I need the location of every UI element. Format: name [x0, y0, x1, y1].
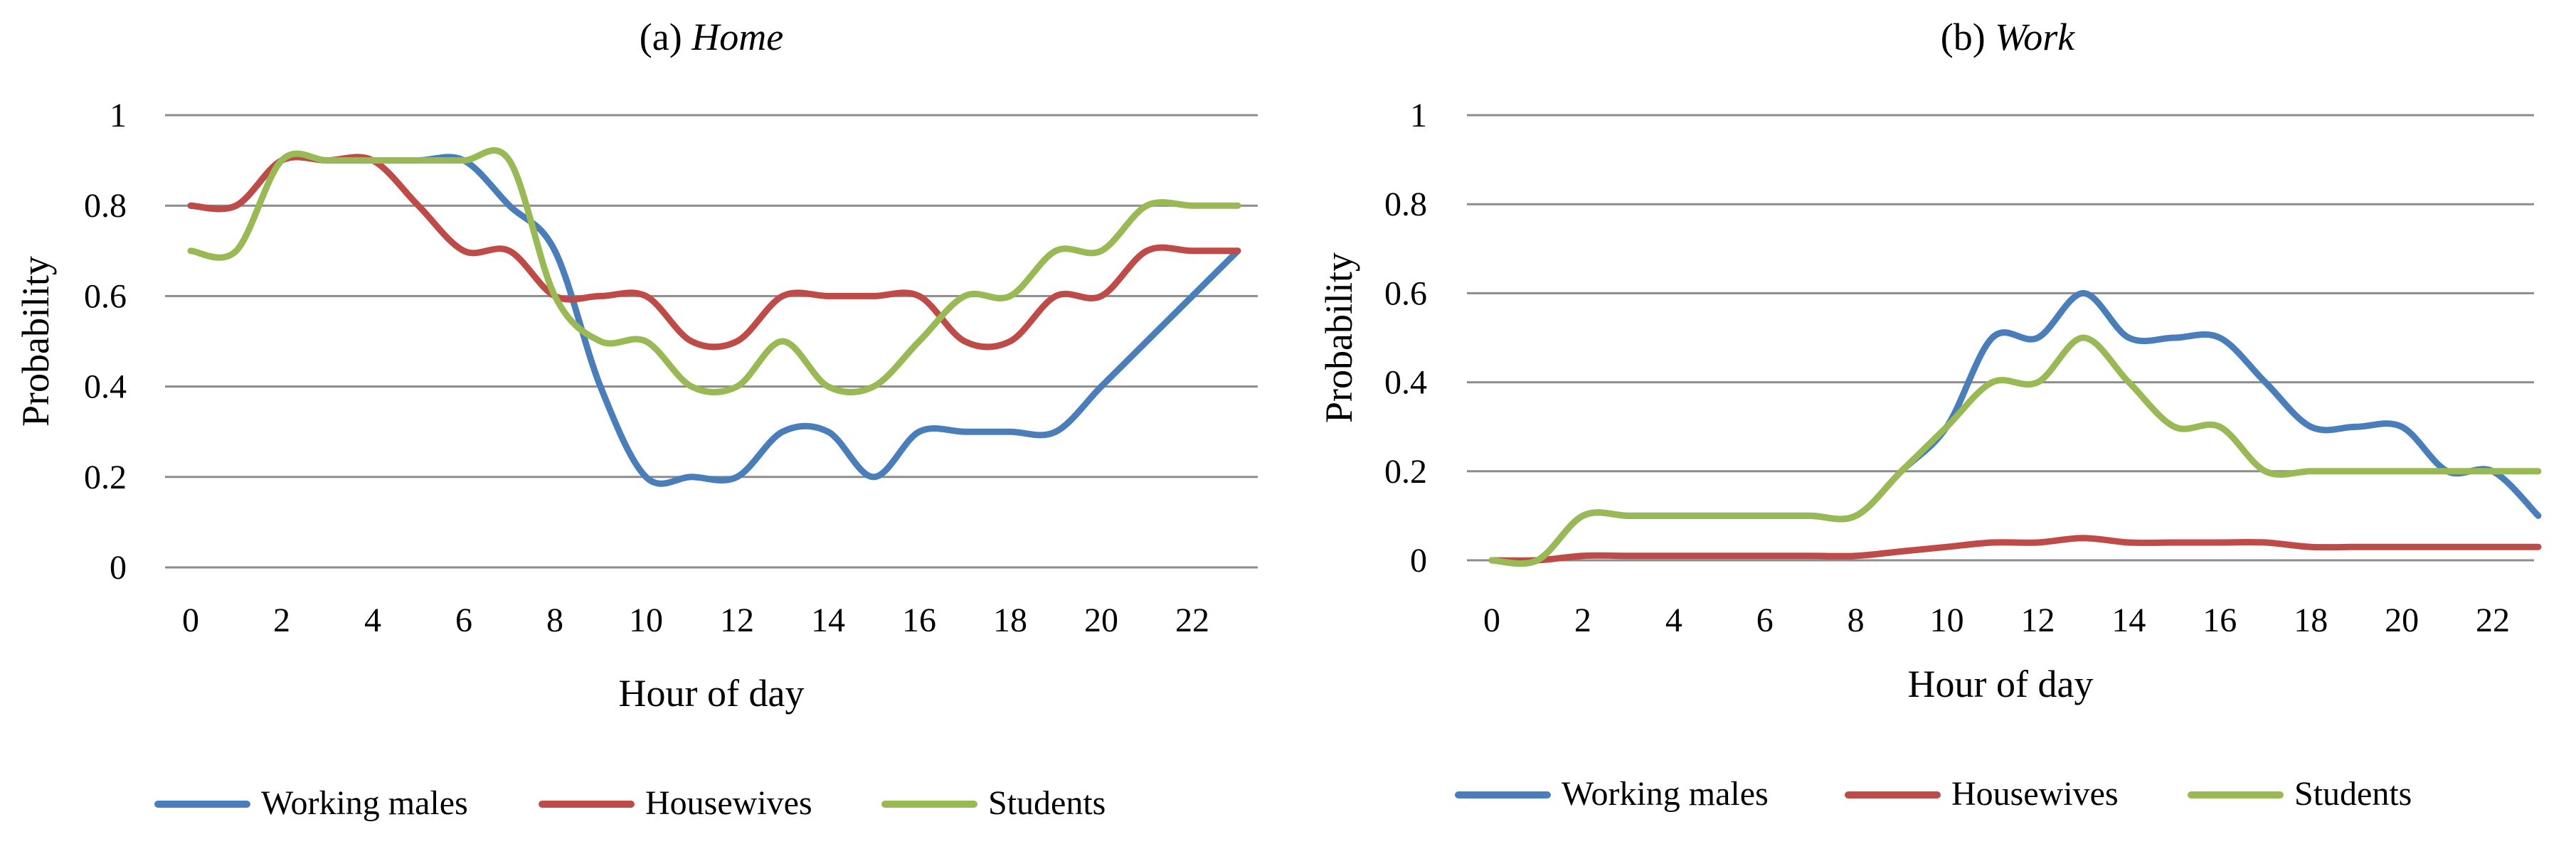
home-x-tick-label: 22	[1175, 602, 1209, 639]
work-y-axis-label: Probability	[1318, 252, 1360, 423]
work-y-tick-label: 0.8	[1384, 186, 1427, 223]
home-legend: Working males Housewives Students	[154, 784, 1106, 822]
work-chart-title-main: Work	[1995, 16, 2075, 58]
home-chart-title: (a) Home	[640, 16, 783, 58]
work-x-tick-label: 14	[2111, 602, 2146, 639]
home-x-tick-label: 6	[455, 602, 472, 639]
home-y-tick-label: 0.4	[84, 368, 127, 406]
work-legend-label-working-males: Working males	[1562, 775, 1769, 813]
home-x-tick-label: 4	[364, 602, 381, 639]
home-y-tick-label: 0.8	[84, 187, 127, 225]
home-y-axis-label: Probability	[14, 256, 57, 427]
home-legend-label-students: Students	[988, 784, 1106, 822]
work-x-tick-label: 8	[1848, 602, 1865, 639]
work-series-line-housewives	[1488, 535, 2542, 564]
home-x-tick-label: 10	[629, 602, 663, 639]
work-chart-title-prefix: (b)	[1941, 16, 1995, 58]
work-legend: Working males Housewives Students	[1455, 775, 2412, 813]
work-x-tick-label: 16	[2203, 602, 2237, 639]
home-x-tick-label: 8	[546, 602, 563, 639]
home-x-tick-label: 12	[720, 602, 754, 639]
work-series-line-students	[1488, 334, 2542, 567]
work-x-tick-label: 20	[2385, 602, 2419, 639]
home-y-tick-label: 1	[110, 97, 127, 134]
home-y-tick-label: 0.6	[84, 277, 127, 315]
work-legend-label-students: Students	[2294, 775, 2412, 813]
home-x-tick-label: 0	[182, 602, 199, 639]
work-x-axis-label: Hour of day	[1908, 663, 2094, 705]
home-y-tick-label: 0.2	[84, 459, 127, 496]
home-legend-label-housewives: Housewives	[645, 784, 812, 822]
work-x-tick-label: 0	[1483, 602, 1500, 639]
home-y-tick-label: 0	[110, 549, 127, 587]
work-x-tick-label: 12	[2020, 602, 2055, 639]
work-x-tick-label: 22	[2476, 602, 2510, 639]
work-chart-title: (b) Work	[1941, 16, 2076, 58]
home-x-tick-label: 14	[811, 602, 845, 639]
work-x-tick-label: 4	[1665, 602, 1682, 639]
work-x-tick-label: 10	[1930, 602, 1964, 639]
home-x-tick-label: 18	[993, 602, 1027, 639]
work-y-tick-label: 0	[1410, 542, 1427, 579]
work-y-tick-label: 0.4	[1384, 364, 1427, 402]
home-x-tick-label: 16	[902, 602, 936, 639]
home-series-line-students	[187, 147, 1241, 395]
work-x-tick-label: 6	[1756, 602, 1774, 639]
home-chart-title-prefix: (a)	[640, 16, 691, 58]
home-chart-panel: 00.20.40.60.810 2 4 6 8 10 12 14 16 18 20 22(a) Hom…	[14, 16, 1258, 822]
work-y-tick-label: 0.6	[1384, 274, 1427, 312]
home-x-tick-label: 2	[273, 602, 290, 639]
work-chart-panel: 00.20.40.60.810 2 4 6 8 10 12 14 16 18 20 22(b) Wor…	[1318, 16, 2542, 813]
home-legend-label-working-males: Working males	[261, 784, 468, 822]
work-x-tick-label: 2	[1574, 602, 1591, 639]
work-y-tick-label: 0.2	[1384, 453, 1427, 491]
home-chart-title-main: Home	[691, 16, 783, 58]
work-y-tick-label: 1	[1410, 97, 1427, 134]
home-x-tick-label: 20	[1084, 602, 1118, 639]
work-x-tick-label: 18	[2294, 602, 2328, 639]
work-legend-label-housewives: Housewives	[1951, 775, 2119, 813]
work-series-line-working-males	[1488, 289, 2542, 567]
home-x-axis-label: Hour of day	[619, 672, 805, 715]
